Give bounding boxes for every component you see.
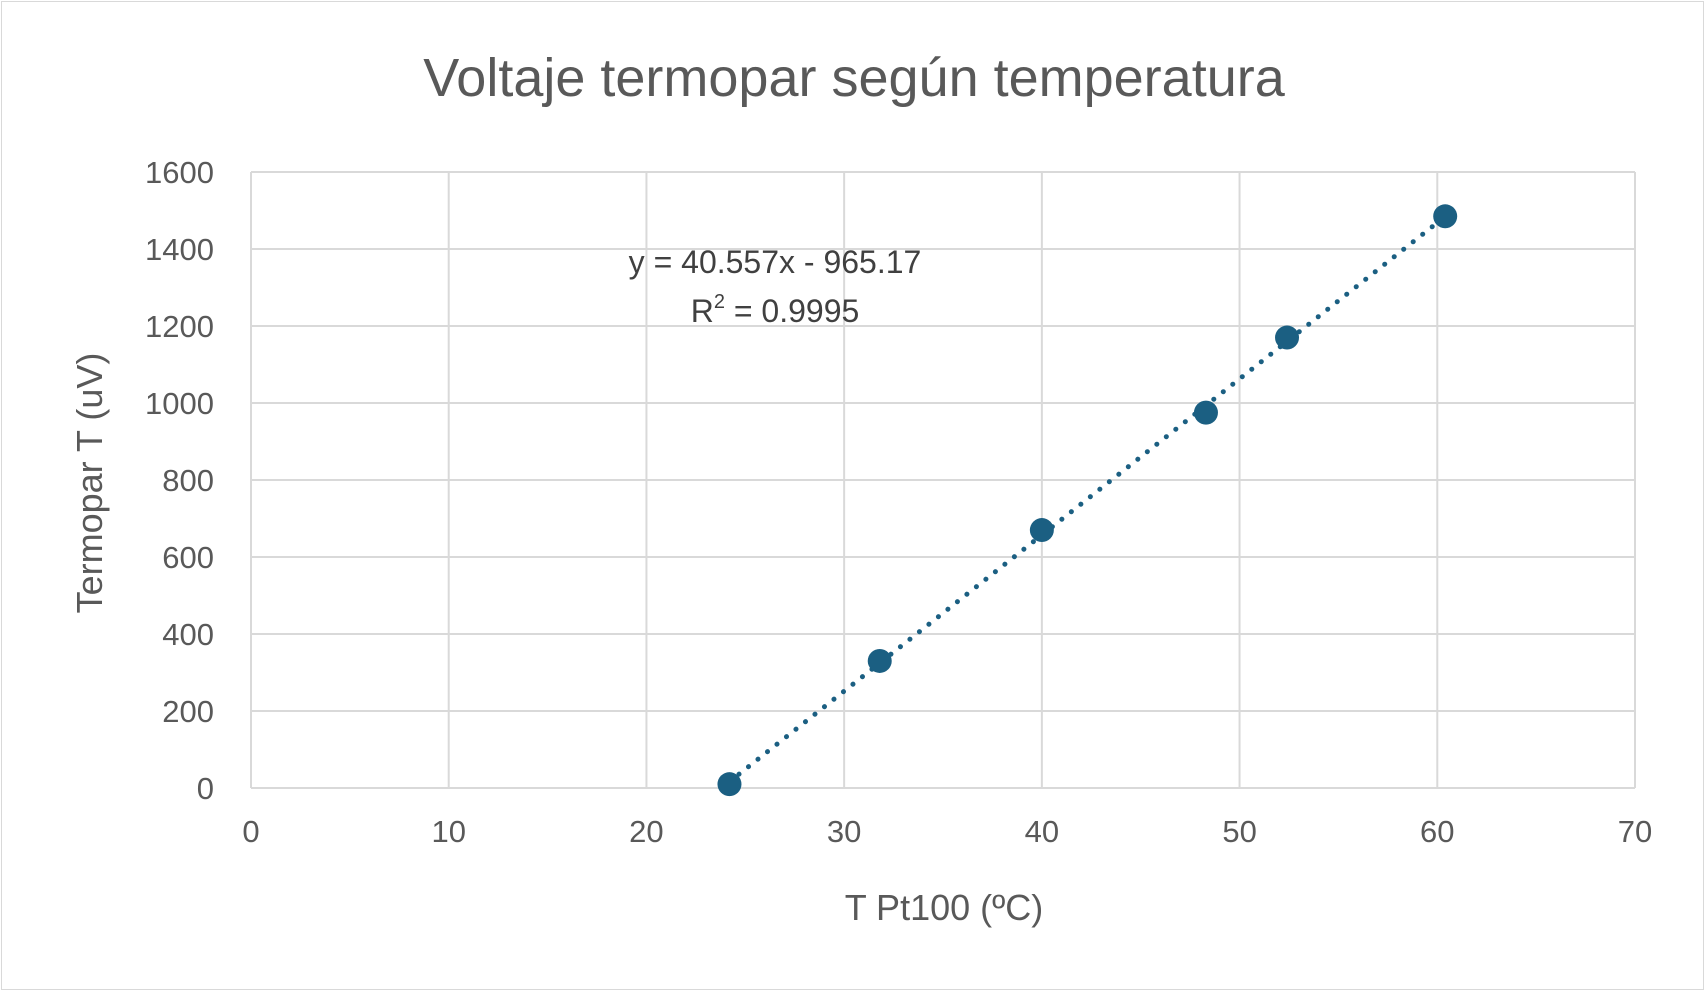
data-point <box>1275 325 1300 350</box>
data-point <box>1433 204 1458 229</box>
x-tick-label: 20 <box>629 814 663 849</box>
r-squared-superscript: 2 <box>714 291 725 313</box>
data-points <box>717 204 1458 797</box>
y-tick-label: 200 <box>162 694 214 729</box>
x-tick-label: 10 <box>431 814 465 849</box>
x-tick-label: 30 <box>827 814 861 849</box>
r-squared-prefix: R <box>691 293 714 329</box>
x-axis-ticks: 0 10 20 30 40 50 60 70 <box>242 814 1652 849</box>
grid <box>250 171 1636 789</box>
y-tick-label: 1400 <box>145 232 214 267</box>
y-axis-ticks: 0 200 400 600 800 1000 1200 1400 1600 <box>145 155 214 806</box>
data-point <box>1193 400 1218 425</box>
x-tick-label: 70 <box>1618 814 1652 849</box>
x-tick-label: 40 <box>1025 814 1059 849</box>
trendline <box>726 213 1448 785</box>
y-tick-label: 1600 <box>145 155 214 190</box>
data-point <box>1029 518 1054 543</box>
x-tick-label: 50 <box>1222 814 1256 849</box>
y-tick-label: 400 <box>162 617 214 652</box>
y-axis-label: Termopar T (uV) <box>69 353 110 614</box>
trendline-equation: y = 40.557x - 965.17 <box>629 244 922 280</box>
r-squared-label: R2 = 0.9995 <box>691 291 860 329</box>
y-tick-label: 600 <box>162 540 214 575</box>
y-tick-label: 1000 <box>145 386 214 421</box>
r-squared-value: = 0.9995 <box>725 293 859 329</box>
data-point <box>867 648 892 673</box>
y-tick-label: 800 <box>162 463 214 498</box>
y-tick-label: 0 <box>197 771 214 806</box>
y-tick-label: 1200 <box>145 309 214 344</box>
x-tick-label: 60 <box>1420 814 1454 849</box>
data-point <box>717 772 742 797</box>
chart-title: Voltaje termopar según temperatura <box>423 48 1285 108</box>
x-tick-label: 0 <box>242 814 259 849</box>
x-axis-label: T Pt100 (ºC) <box>845 887 1044 928</box>
